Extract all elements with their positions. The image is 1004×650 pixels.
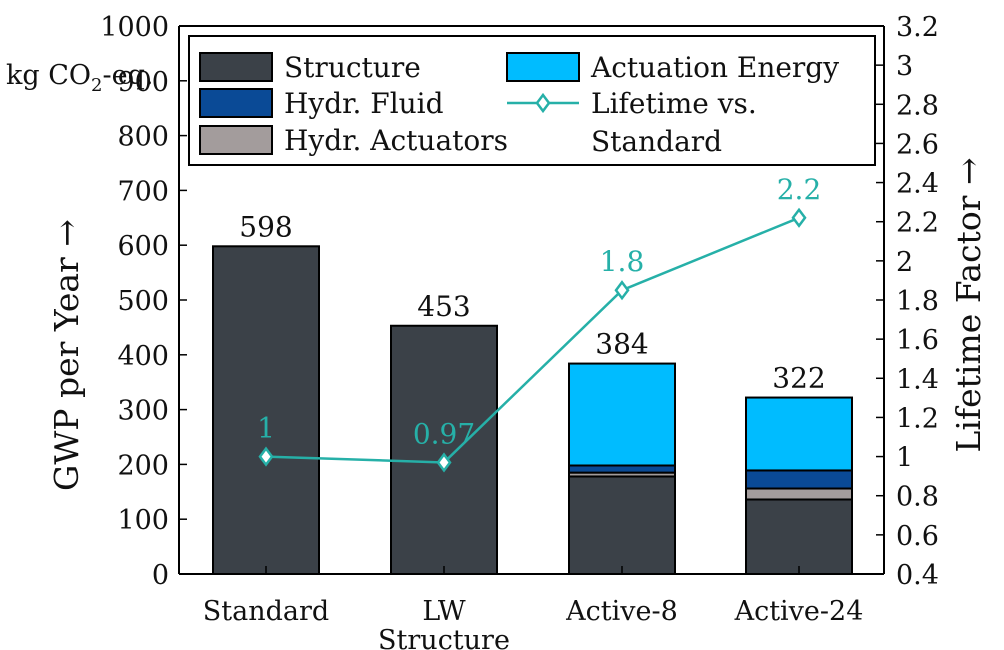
data-labels-layer: 598 453 384 322 1 0.97 1.8 2.2 bbox=[239, 173, 825, 451]
lifetime-marker bbox=[258, 446, 274, 467]
y-left-tick-label: 400 bbox=[117, 341, 169, 372]
y-left-tick-label: 0 bbox=[152, 560, 169, 591]
lifetime-line bbox=[265, 216, 800, 464]
y-right-tick-label: 1 bbox=[896, 443, 913, 474]
bar-segment-structure-1 bbox=[212, 245, 320, 576]
y-left-tick-label: 100 bbox=[117, 505, 169, 536]
y-left-tick-label: 600 bbox=[117, 231, 169, 262]
lifetime-marker bbox=[791, 207, 807, 228]
x-tick-label: Active-8 bbox=[565, 596, 678, 627]
x-tick-label: Standard bbox=[203, 596, 329, 627]
lifetime-line-layer bbox=[258, 207, 807, 473]
y-left-unit-label: kg CO2-eq. bbox=[6, 60, 153, 96]
y-right-tick-label: 3.2 bbox=[896, 12, 939, 43]
x-tick-label: LW bbox=[422, 596, 466, 627]
legend-swatch bbox=[199, 88, 273, 118]
bar-total-label: 598 bbox=[239, 210, 292, 243]
y-left-tick-label: 200 bbox=[117, 450, 169, 481]
legend-swatch-lifetime-marker bbox=[535, 92, 551, 114]
legend-swatch bbox=[506, 52, 580, 82]
lifetime-value-label: 2.2 bbox=[777, 173, 822, 206]
unit-prefix: kg CO bbox=[6, 60, 91, 91]
y-left-tick-label: 500 bbox=[117, 286, 169, 317]
legend-label: Actuation Energy bbox=[590, 51, 839, 84]
y-right-tick-label: 0.8 bbox=[896, 482, 939, 513]
bar-segment-actuation-energy-4 bbox=[745, 396, 853, 472]
unit-suffix: -eq. bbox=[102, 60, 153, 91]
bar-segment-actuation-energy-3 bbox=[568, 362, 676, 467]
unit-subscript: 2 bbox=[91, 75, 102, 96]
legend: Structure Actuation Energy Hydr. Fluid Life… bbox=[188, 35, 876, 166]
y-right-tick-label: 2 bbox=[896, 247, 913, 278]
bar-segment-structure-2 bbox=[390, 324, 498, 576]
y-right-tick-label: 2.6 bbox=[896, 129, 939, 160]
y-right-tick-label: 0.6 bbox=[896, 521, 939, 552]
axes-layer: 0 100 200 300 400 500 600 700 800 900 1000 0.4 0.6 0.… bbox=[100, 12, 939, 650]
legend-label: Lifetime vs. bbox=[591, 87, 757, 120]
y-right-tick-label: 1.6 bbox=[896, 325, 939, 356]
x-tick-label: Structure bbox=[378, 625, 510, 650]
y-right-tick-label: 1.8 bbox=[896, 286, 939, 317]
y-right-tick-label: 1.4 bbox=[896, 364, 939, 395]
y-left-tick-label: 900 bbox=[117, 67, 169, 98]
legend-label: Hydr. Fluid bbox=[284, 87, 444, 120]
bar-segment-structure-4 bbox=[745, 498, 853, 575]
y-left-tick-label: 700 bbox=[117, 176, 169, 207]
y-right-axis-title: Lifetime Factor → bbox=[949, 157, 988, 452]
y-right-tick-label: 3 bbox=[896, 51, 913, 82]
lifetime-value-label: 0.97 bbox=[413, 417, 475, 450]
lifetime-value-label: 1 bbox=[257, 412, 275, 445]
bars-layer bbox=[212, 245, 853, 576]
legend-swatch bbox=[199, 52, 273, 82]
y-right-tick-label: 0.4 bbox=[896, 560, 939, 591]
y-right-tick-label: 2.2 bbox=[896, 208, 939, 239]
x-tick-label: Active-24 bbox=[734, 596, 864, 627]
bar-segment-hydr-fluid-3 bbox=[568, 464, 676, 474]
legend-label: Standard bbox=[591, 125, 722, 158]
y-left-axis-title: GWP per Year → bbox=[47, 219, 86, 491]
legend-label: Hydr. Actuators bbox=[284, 124, 508, 157]
legend-swatch bbox=[199, 125, 273, 155]
y-right-tick-label: 1.2 bbox=[896, 403, 939, 434]
bar-segment-hydr-actuators-4 bbox=[745, 487, 853, 501]
bar-segment-hydr-fluid-4 bbox=[745, 469, 853, 490]
bar-total-label: 322 bbox=[772, 362, 825, 395]
y-left-tick-label: 800 bbox=[117, 122, 169, 153]
y-right-tick-label: 2.8 bbox=[896, 90, 939, 121]
y-left-tick-label: 1000 bbox=[100, 12, 169, 43]
lifetime-marker bbox=[436, 452, 452, 473]
bar-segment-structure-3 bbox=[568, 475, 676, 575]
bar-total-label: 384 bbox=[595, 328, 648, 361]
y-right-tick-label: 2.4 bbox=[896, 169, 939, 200]
bar-total-label: 453 bbox=[417, 290, 470, 323]
lifetime-marker bbox=[614, 280, 630, 301]
legend-label: Structure bbox=[284, 51, 421, 84]
y-left-tick-label: 300 bbox=[117, 396, 169, 427]
lifetime-value-label: 1.8 bbox=[600, 245, 645, 278]
